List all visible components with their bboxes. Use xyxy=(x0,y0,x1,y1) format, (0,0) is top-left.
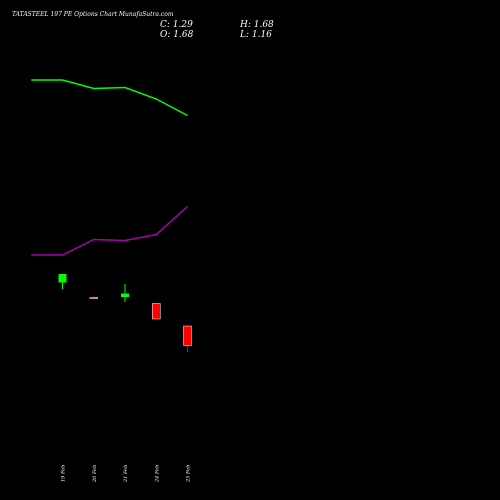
high-value: H: 1.68 xyxy=(239,20,274,30)
open-value: O: 1.68 xyxy=(160,30,194,40)
x-axis-ticks: 19 Feb 20 Feb 21 Feb 24 Feb 25 Feb xyxy=(61,465,192,483)
close-value: C: 1.29 xyxy=(160,20,193,30)
bands-layer xyxy=(31,79,189,256)
x-tick-label: 20 Feb xyxy=(92,465,98,483)
candle-body xyxy=(89,297,98,299)
upper-band-line xyxy=(31,79,188,117)
x-tick-label: 21 Feb xyxy=(123,465,129,483)
candles-layer xyxy=(58,274,192,352)
chart-title: TATASTEEL 197 PE Options Chart MunafaSut… xyxy=(12,11,174,18)
x-tick-label: 24 Feb xyxy=(154,465,160,483)
x-tick-label: 19 Feb xyxy=(61,465,67,482)
candle-body xyxy=(152,303,161,320)
candle xyxy=(121,284,129,302)
candle-body xyxy=(58,274,67,283)
lower-band-line xyxy=(31,205,189,256)
candle xyxy=(183,325,192,352)
candle-body xyxy=(183,325,192,346)
candle xyxy=(58,274,67,289)
low-value: L: 1.16 xyxy=(239,30,272,40)
candle xyxy=(152,303,161,320)
candle-body xyxy=(121,293,129,297)
candle xyxy=(89,296,98,299)
x-tick-label: 25 Feb xyxy=(186,465,192,483)
